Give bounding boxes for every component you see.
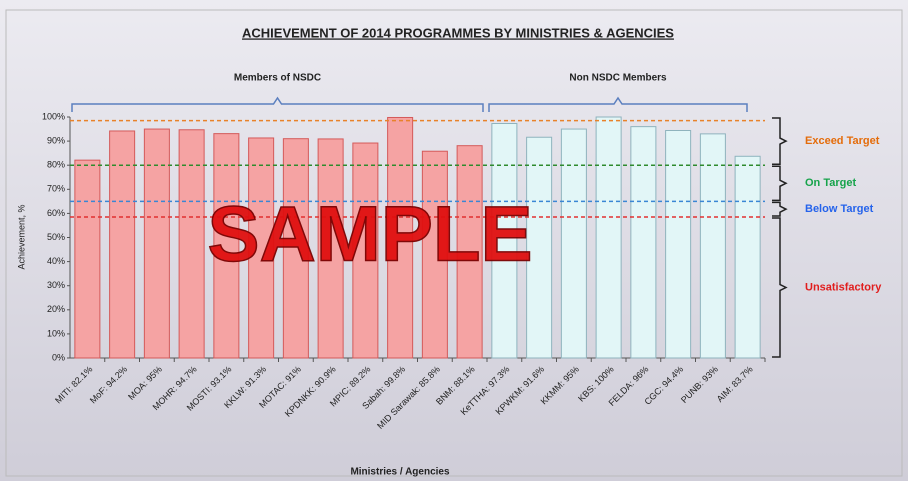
group-brace [71,96,484,112]
y-tick-label: 100% [42,111,65,121]
bar [665,129,692,359]
bar [734,155,761,359]
y-tick-label: 30% [47,280,65,290]
bar [74,159,101,359]
bar [526,136,553,359]
band-brace [772,201,788,217]
bar [282,138,309,359]
y-tick-label: 60% [47,208,65,218]
y-tick-label: 90% [47,135,65,145]
band-brace [772,165,788,202]
y-tick-label: 20% [47,304,65,314]
bar [630,126,657,359]
bar [352,142,379,359]
band-label: Exceed Target [805,135,880,147]
bar [248,137,275,359]
group-label: Members of NSDC [234,73,321,84]
group-brace [488,96,748,112]
y-tick-label: 80% [47,160,65,170]
y-axis-label: Achievement, % [16,204,26,269]
band-label: On Target [805,177,856,189]
y-tick-label: 0% [52,352,65,362]
bar [109,130,136,359]
band-brace [772,117,788,165]
bar [213,133,240,359]
frame [5,9,903,477]
group-label: Non NSDC Members [569,73,667,84]
watermark: SAMPLE [207,190,532,278]
bar [699,133,726,359]
y-tick-label: 10% [47,328,65,338]
x-axis-label: Ministries / Agencies [350,467,450,478]
bar [456,145,483,359]
bar [387,116,414,359]
y-tick-label: 50% [47,232,65,242]
y-tick-label: 70% [47,184,65,194]
bar [143,128,170,359]
bar [491,123,518,359]
bar [560,128,587,359]
y-tick-label: 40% [47,256,65,266]
chart-title: ACHIEVEMENT OF 2014 PROGRAMMES BY MINIST… [242,25,674,40]
band-brace [772,217,788,358]
band-label: Unsatisfactory [805,281,882,293]
band-label: Below Target [805,203,874,215]
bar [421,150,448,359]
bar [595,116,622,359]
bar [178,129,205,359]
bar [317,138,344,359]
